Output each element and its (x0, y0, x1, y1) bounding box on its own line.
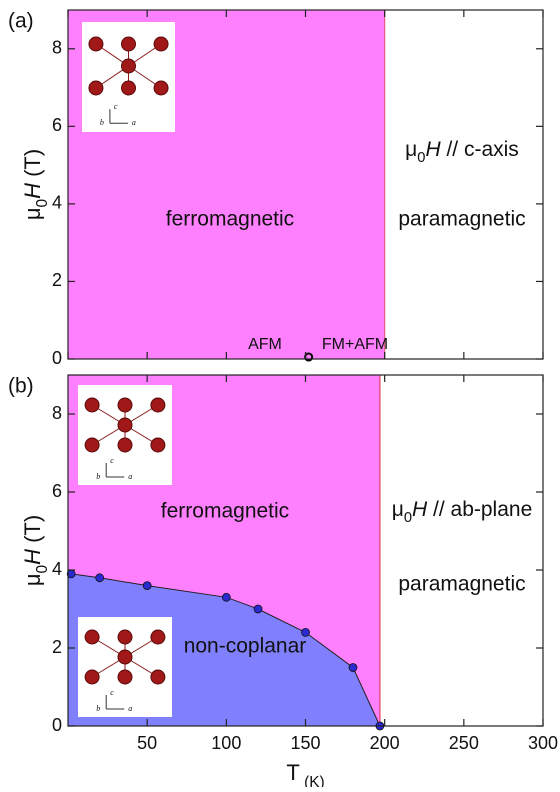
annotation-part: 0 (417, 150, 425, 166)
annotation-part: H (425, 138, 441, 161)
inset-atom (89, 37, 103, 51)
inset-atom (154, 37, 168, 51)
inset-label: a (132, 118, 136, 127)
y-axis-label-part: (T) (20, 515, 45, 549)
inset-atom (151, 670, 165, 684)
panel-label: (a) (8, 10, 34, 33)
y-axis-label-part: H (20, 549, 45, 565)
x-tick-label: 200 (370, 733, 400, 753)
annotation-part: // c-axis (441, 138, 519, 161)
marker (96, 574, 104, 582)
inset-atom (85, 438, 99, 452)
inset-label: b (96, 704, 100, 713)
panel-label: (b) (8, 375, 34, 398)
inset-label: a (128, 472, 132, 481)
y-tick-label: 4 (52, 193, 62, 213)
page: 02468(a)μ0H (T)ferromagneticparamagnetic… (0, 0, 560, 792)
y-axis-label-part: μ (20, 573, 45, 586)
y-tick-label: 4 (52, 559, 62, 579)
inset-atom (122, 81, 136, 95)
inset-atom (118, 670, 132, 684)
y-tick-label: 8 (52, 403, 62, 423)
x-tick-label: 250 (449, 733, 479, 753)
inset-atom (122, 59, 136, 73)
annotation: μ0H // c-axis (405, 138, 519, 166)
annotation-part: // ab-plane (427, 498, 532, 521)
inset-atom (118, 630, 132, 644)
inset-label: c (114, 102, 118, 111)
inset-atom (89, 81, 103, 95)
annotation: ferromagnetic (161, 500, 289, 523)
annotation: FM+AFM (322, 336, 388, 353)
marker (222, 593, 230, 601)
inset-label: b (100, 118, 104, 127)
inset-label: b (96, 472, 100, 481)
x-tick-label: 150 (290, 733, 320, 753)
y-tick-label: 6 (52, 115, 62, 135)
marker (254, 605, 262, 613)
inset: c b a (78, 385, 172, 485)
annotation: AFM (248, 336, 282, 353)
chart: 02468(a)μ0H (T)ferromagneticparamagnetic… (0, 0, 560, 787)
y-tick-label: 2 (52, 637, 62, 657)
marker (349, 664, 357, 672)
x-tick-label: 50 (137, 733, 157, 753)
annotation: paramagnetic (398, 208, 525, 231)
inset-atom (151, 438, 165, 452)
annotation-part: μ (405, 138, 417, 161)
inset-atom (118, 418, 132, 432)
inset-atom (85, 630, 99, 644)
y-axis-label-part: 0 (34, 199, 51, 208)
y-axis-label-part: μ (20, 207, 45, 220)
x-tick-label: 100 (211, 733, 241, 753)
inset-atom (151, 630, 165, 644)
y-axis-label-part: 0 (34, 565, 51, 574)
annotation: non-coplanar (184, 635, 307, 658)
y-tick-label: 2 (52, 270, 62, 290)
y-tick-label: 0 (52, 715, 62, 735)
inset-atom (118, 438, 132, 452)
y-axis-label-part: H (20, 183, 45, 199)
annotation-part: 0 (404, 510, 412, 526)
y-tick-label: 0 (52, 348, 62, 368)
y-axis-label-part: (T) (20, 149, 45, 183)
inset-atom (154, 81, 168, 95)
y-axis-label: μ0H (T) (20, 149, 51, 220)
marker (143, 582, 151, 590)
annotation-part: H (412, 498, 428, 521)
inset: c b a (82, 22, 175, 132)
x-axis-label-part: (K) (300, 774, 325, 787)
inset-atom (151, 398, 165, 412)
inset-atom (118, 398, 132, 412)
annotation-part: μ (392, 498, 404, 521)
inset-atom (85, 670, 99, 684)
y-tick-label: 8 (52, 38, 62, 58)
annotation: ferromagnetic (166, 208, 294, 231)
inset: c b a (78, 617, 172, 717)
inset-label: c (110, 688, 114, 697)
x-tick-label: 300 (528, 733, 558, 753)
inset-label: a (128, 704, 132, 713)
inset-atom (122, 37, 136, 51)
annotation: μ0H // ab-plane (392, 498, 533, 526)
inset-atom (118, 650, 132, 664)
y-axis-label: μ0H (T) (20, 515, 51, 586)
x-axis-label-part: T (286, 760, 299, 785)
annotation: paramagnetic (398, 573, 525, 596)
inset-label: c (110, 456, 114, 465)
x-axis-label: T (K) (286, 760, 324, 787)
y-tick-label: 6 (52, 481, 62, 501)
inset-atom (85, 398, 99, 412)
